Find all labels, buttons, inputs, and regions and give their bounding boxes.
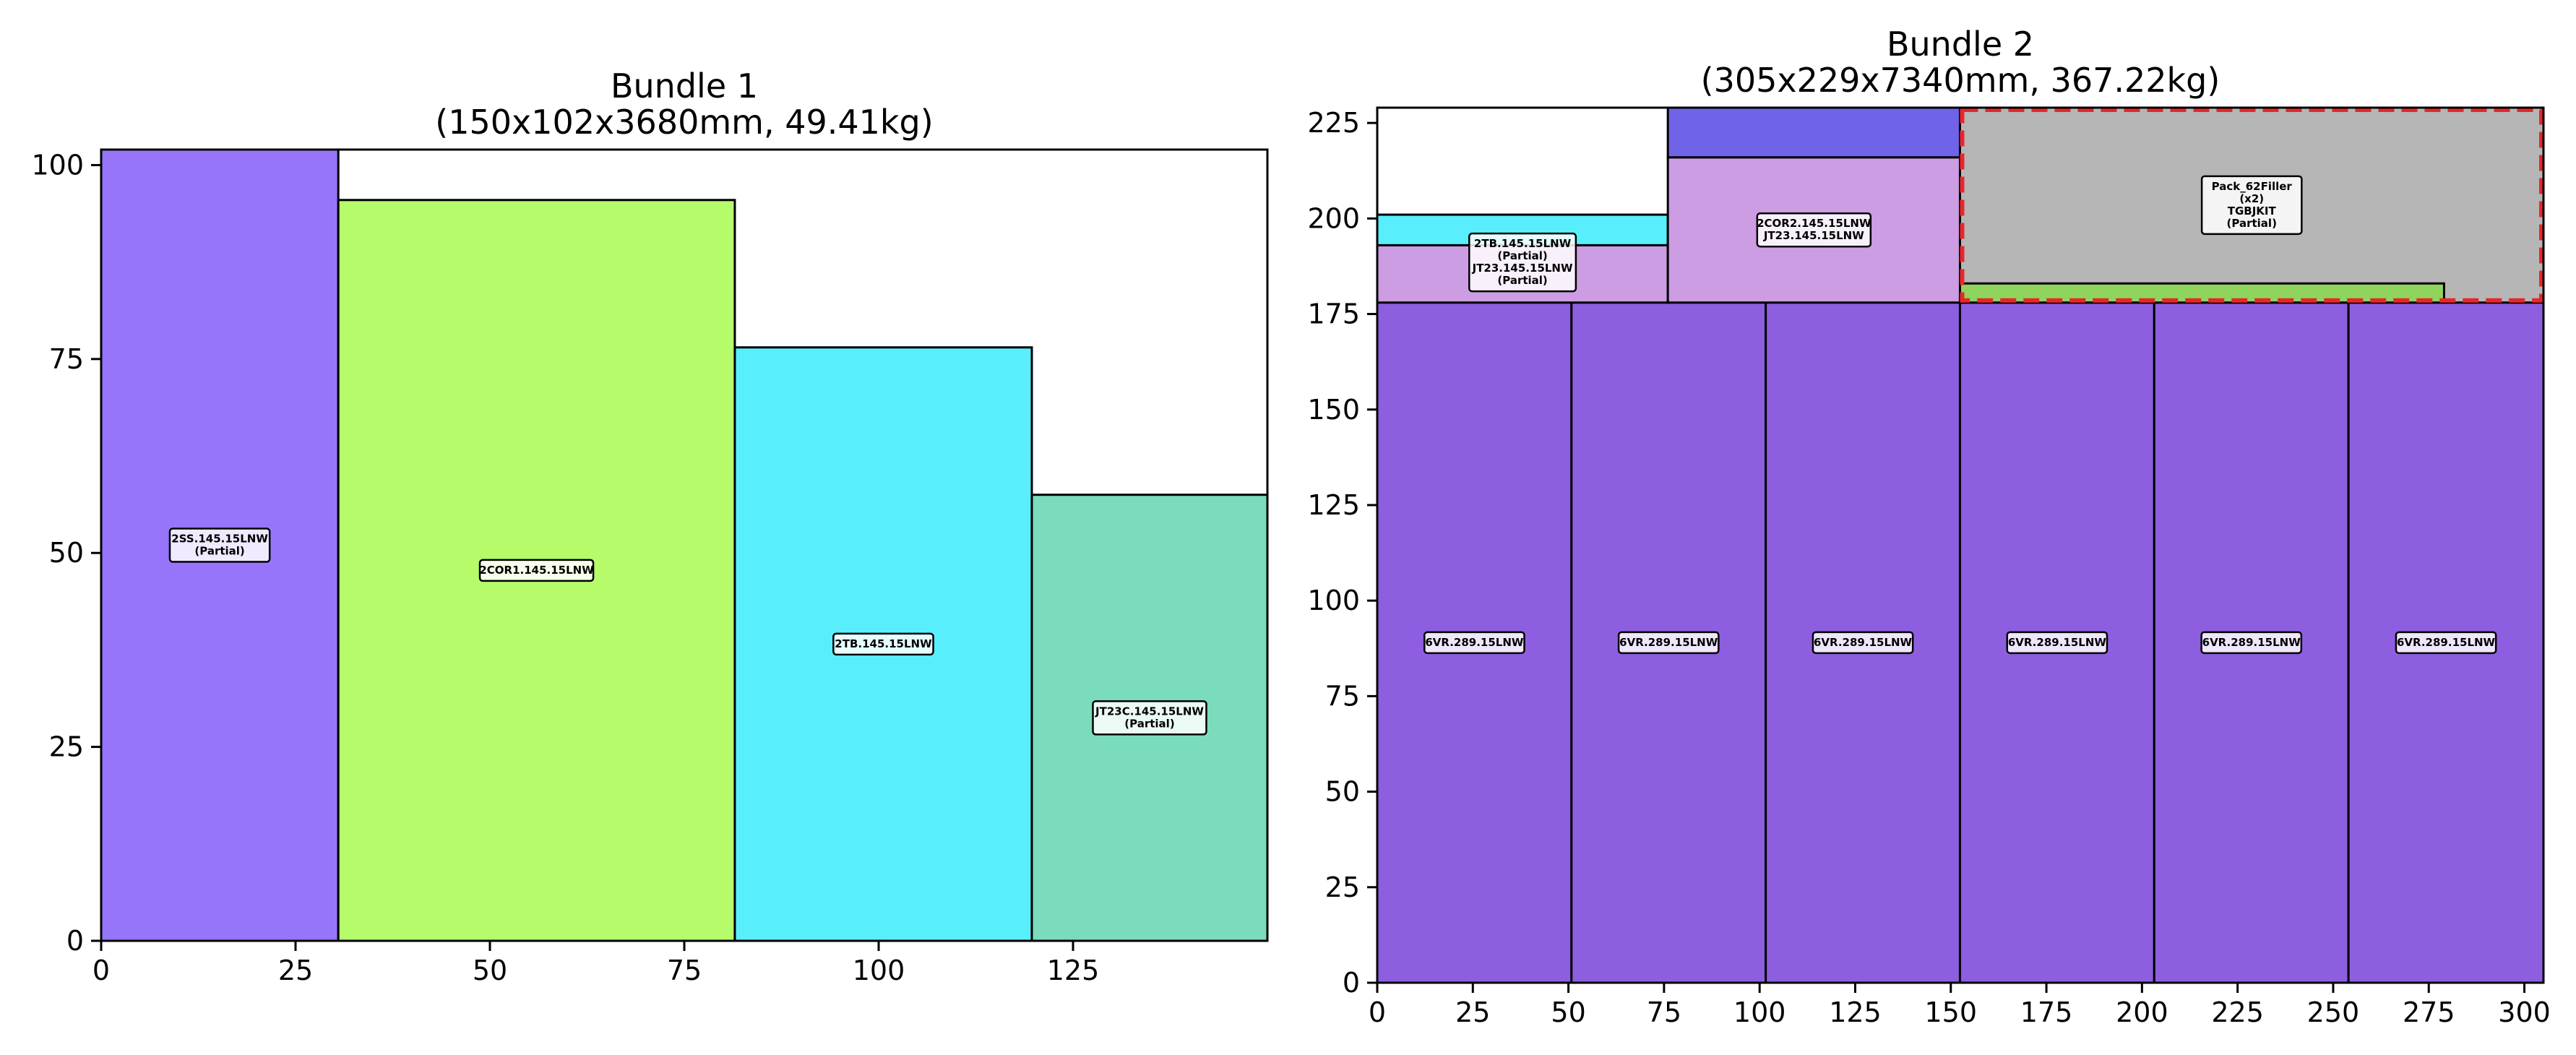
item-label-box: [1756, 212, 1872, 248]
item-label-box: [1423, 631, 1525, 655]
x-tick-label: 300: [2498, 996, 2551, 1028]
y-tick-label: 50: [49, 537, 84, 569]
item-label-text: TGBJKIT: [2228, 204, 2277, 218]
item-label-text: 2TB.145.15LNW: [1474, 237, 1572, 250]
packed-item-rect: [1666, 106, 1961, 159]
item-label-text: 6VR.289.15LNW: [1814, 636, 1913, 649]
y-tick-label: 50: [1325, 776, 1360, 808]
x-tick-label: 50: [1551, 996, 1585, 1028]
item-label-box: [168, 528, 271, 563]
item-label: JT23C.145.15LNW(Partial): [1092, 700, 1207, 736]
y-tick-label: 0: [1343, 967, 1360, 999]
item-label-text: 6VR.289.15LNW: [2202, 636, 2301, 649]
item-label: 6VR.289.15LNW: [1423, 631, 1525, 655]
item-label-text: (Partial): [1497, 249, 1547, 262]
x-tick-label: 250: [2307, 996, 2360, 1028]
y-tick-label: 100: [1307, 585, 1360, 616]
y-tick-label: 75: [49, 343, 84, 375]
y-tick-label: 175: [1307, 298, 1360, 330]
y-tick-label: 150: [1307, 394, 1360, 426]
item-label: 2SS.145.15LNW(Partial): [168, 528, 271, 563]
x-tick-label: 175: [2020, 996, 2073, 1028]
x-tick-label: 275: [2403, 996, 2455, 1028]
item-label-text: 6VR.289.15LNW: [2397, 636, 2496, 649]
item-label: 2COR1.145.15LNW: [478, 559, 595, 582]
item-label-text: (Partial): [1497, 274, 1547, 287]
item-label-box: [1617, 631, 1720, 655]
y-tick-label: 75: [1325, 680, 1360, 712]
y-tick-label: 25: [1325, 871, 1360, 903]
item-label-text: 2COR1.145.15LNW: [479, 564, 594, 577]
item-label: 6VR.289.15LNW: [1812, 631, 1914, 655]
x-tick-label: 75: [1647, 996, 1681, 1028]
x-tick-label: 225: [2211, 996, 2264, 1028]
item-label-text: (Partial): [194, 545, 244, 558]
bundle-1-panel: Bundle 1(150x102x3680mm, 49.41kg) 2SS.145…: [31, 66, 1269, 986]
item-label-box: [2395, 631, 2497, 655]
item-label-box: [2200, 631, 2303, 655]
item-label-box: [2006, 631, 2108, 655]
x-tick-label: 0: [1369, 996, 1386, 1028]
x-tick-label: 25: [1455, 996, 1490, 1028]
item-label-text: 6VR.289.15LNW: [1619, 636, 1718, 649]
item-label: Pack_62Filler(x2)TGBJKIT(Partial): [2200, 175, 2303, 236]
x-tick-label: 50: [473, 955, 507, 986]
x-tick-label: 125: [1829, 996, 1882, 1028]
item-label-box: [1092, 700, 1207, 736]
x-tick-label: 125: [1047, 955, 1100, 986]
chart-title: Bundle 1: [611, 66, 758, 106]
bundle-2-panel: Bundle 2(305x229x7340mm, 367.22kg) 6VR.28…: [1307, 25, 2550, 1028]
x-tick-label: 0: [92, 955, 110, 986]
item-label-text: 2SS.145.15LNW: [171, 533, 268, 546]
item-label-box: [1812, 631, 1914, 655]
item-label-text: JT23.145.15LNW: [1763, 229, 1864, 242]
filler-region-outline: [1960, 108, 2543, 303]
x-tick-label: 200: [2116, 996, 2168, 1028]
item-label-text: 6VR.289.15LNW: [1425, 636, 1524, 649]
item-label-text: JT23.145.15LNW: [1472, 262, 1573, 275]
item-label-box: [478, 559, 595, 582]
item-label-text: (Partial): [2227, 217, 2277, 230]
item-label: 6VR.289.15LNW: [2395, 631, 2497, 655]
item-label-text: (Partial): [1124, 717, 1174, 730]
item-label-box: [832, 632, 934, 656]
chart-subtitle: (305x229x7340mm, 367.22kg): [1701, 61, 2220, 100]
y-tick-label: 125: [1307, 489, 1360, 521]
y-tick-label: 100: [31, 149, 84, 181]
y-tick-label: 225: [1307, 107, 1360, 139]
item-label: 2TB.145.15LNW: [832, 632, 934, 656]
item-label: 2TB.145.15LNW(Partial)JT23.145.15LNW(Par…: [1468, 232, 1577, 293]
x-tick-label: 100: [853, 955, 905, 986]
chart-title: Bundle 2: [1887, 25, 2034, 64]
item-label-text: 6VR.289.15LNW: [2008, 636, 2107, 649]
packed-item-rect: [1958, 282, 2445, 304]
item-label-text: (x2): [2239, 192, 2264, 205]
item-label: 6VR.289.15LNW: [1617, 631, 1720, 655]
x-tick-label: 25: [278, 955, 313, 986]
item-label-text: 2TB.145.15LNW: [835, 637, 932, 650]
x-tick-label: 75: [667, 955, 702, 986]
item-label: 6VR.289.15LNW: [2200, 631, 2303, 655]
axes-frame: [1376, 106, 2545, 984]
y-tick-label: 200: [1307, 202, 1360, 234]
item-label-box: [1468, 232, 1577, 293]
item-label-text: Pack_62Filler: [2212, 180, 2293, 193]
item-label-text: JT23C.145.15LNW: [1095, 705, 1204, 718]
item-label-box: [2200, 175, 2303, 236]
y-tick-label: 25: [49, 731, 84, 763]
x-tick-label: 150: [1925, 996, 1978, 1028]
chart-subtitle: (150x102x3680mm, 49.41kg): [435, 103, 933, 142]
item-label-text: 2COR2.145.15LNW: [1757, 217, 1871, 230]
y-tick-label: 0: [66, 925, 84, 957]
item-label: 6VR.289.15LNW: [2006, 631, 2108, 655]
x-tick-label: 100: [1733, 996, 1786, 1028]
